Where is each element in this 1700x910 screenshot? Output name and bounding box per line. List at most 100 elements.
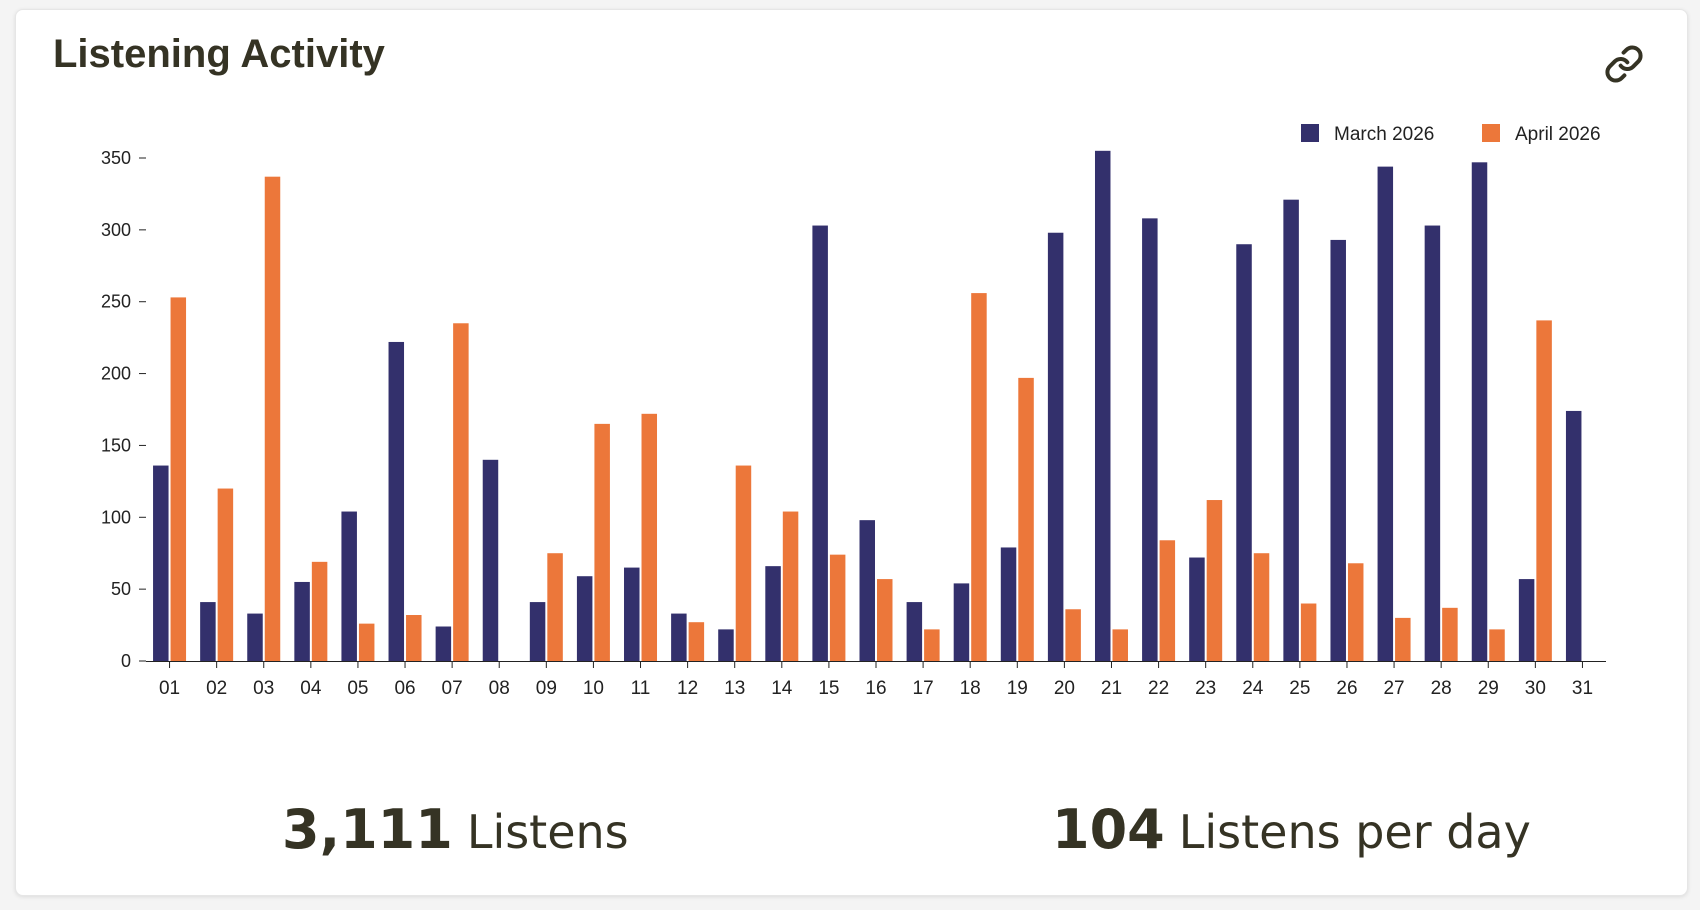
bar-march-day-06 <box>388 341 405 661</box>
bar-april-day-18 <box>971 293 987 661</box>
bar-april-day-27 <box>1395 617 1411 661</box>
bar-april-day-13 <box>735 465 752 661</box>
x-tick-label: 10 <box>583 678 604 699</box>
bar-april-day-24 <box>1253 553 1270 661</box>
bar-april-day-15 <box>829 554 846 661</box>
bar-april-day-22 <box>1159 540 1176 661</box>
listens-per-day-stat: 104 Listens per day <box>1052 798 1531 861</box>
listening-activity-card: Listening Activity 0 5 0 100 150 200 250 30 0 3 50… <box>15 9 1688 896</box>
legend-swatch-march <box>1301 124 1319 142</box>
link-icon <box>1605 45 1643 83</box>
y-tick-label: 100 <box>101 507 131 527</box>
x-tick-label: 23 <box>1195 678 1216 699</box>
bar-march-day-13 <box>718 629 734 661</box>
bar-march-day-30 <box>1518 579 1535 661</box>
bar-march-day-21 <box>1094 150 1111 662</box>
bar-april-day-10 <box>594 423 610 661</box>
bar-april-day-11 <box>641 413 658 661</box>
bar-april-day-29 <box>1489 629 1505 661</box>
x-tick-label: 07 <box>442 678 463 699</box>
x-tick-label: 05 <box>347 678 368 699</box>
bar-march-day-23 <box>1189 557 1205 661</box>
chart-area: 0 50 100 150 200 250 300 350 01 02 03 04 05 06 07 08 09 1… <box>16 10 1689 710</box>
link-button[interactable] <box>1597 37 1651 91</box>
bar-april-day-25 <box>1300 603 1317 661</box>
bar-march-day-17 <box>906 602 923 661</box>
legend-label-march: March 2026 <box>1334 124 1434 145</box>
x-tick-label: 22 <box>1148 678 1169 699</box>
bar-april-day-23 <box>1206 500 1223 661</box>
bar-march-day-10 <box>576 576 593 661</box>
x-tick-label: 19 <box>1007 678 1028 699</box>
bar-chart: 0 50 100 150 200 250 300 350 01 02 03 04 05 06 07 08 09 1… <box>101 124 1606 699</box>
bar-april-day-20 <box>1065 609 1081 661</box>
x-tick-label: 14 <box>771 678 793 699</box>
x-tick-label: 30 <box>1525 678 1546 699</box>
bar-march-day-14 <box>765 566 781 661</box>
bar-march-day-22 <box>1142 218 1158 662</box>
x-tick-label: 01 <box>159 678 180 699</box>
bar-march-day-25 <box>1283 199 1299 662</box>
bar-march-day-12 <box>671 613 687 661</box>
bar-april-day-01 <box>170 297 187 661</box>
x-tick-label: 06 <box>394 678 415 699</box>
x-tick-label: 24 <box>1242 678 1264 699</box>
x-tick-label: 31 <box>1572 678 1593 699</box>
bar-march-day-02 <box>200 602 216 661</box>
x-tick-label: 09 <box>536 678 557 699</box>
x-tick-label: 13 <box>724 678 745 699</box>
bar-april-day-28 <box>1442 607 1458 661</box>
bar-march-day-28 <box>1424 225 1441 661</box>
x-tick-label: 08 <box>489 678 510 699</box>
x-tick-label: 28 <box>1431 678 1452 699</box>
y-tick-label: 200 <box>101 364 131 384</box>
total-listens-stat: 3,111 Listens <box>282 798 629 861</box>
card-title: Listening Activity <box>53 32 385 76</box>
bar-march-day-11 <box>624 567 640 661</box>
x-tick-label: 04 <box>300 678 322 699</box>
legend-label-april: April 2026 <box>1515 124 1601 145</box>
x-tick-label: 18 <box>960 678 981 699</box>
x-tick-label: 21 <box>1101 678 1122 699</box>
x-tick-label: 26 <box>1336 678 1357 699</box>
bar-april-day-03 <box>264 176 281 661</box>
y-tick-label: 0 <box>121 651 131 671</box>
legend-swatch-april <box>1482 124 1500 142</box>
x-tick-label: 02 <box>206 678 227 699</box>
bar-march-day-24 <box>1236 244 1252 661</box>
y-tick-label: 150 <box>101 435 131 455</box>
bar-april-day-17 <box>924 629 940 661</box>
bar-march-day-01 <box>153 465 169 661</box>
bar-march-day-16 <box>859 520 875 661</box>
bar-march-day-07 <box>435 626 452 661</box>
total-listens-value: 3,111 <box>282 798 453 861</box>
bar-april-day-09 <box>547 553 563 661</box>
total-listens-label: Listens <box>466 805 629 859</box>
x-tick-label: 03 <box>253 678 274 699</box>
bar-march-day-05 <box>341 511 357 661</box>
x-tick-label: 15 <box>818 678 839 699</box>
x-tick-label: 17 <box>913 678 934 699</box>
x-tick-label: 25 <box>1289 678 1310 699</box>
bar-march-day-20 <box>1047 232 1064 661</box>
bar-april-day-02 <box>217 488 234 661</box>
x-tick-label: 11 <box>631 678 651 699</box>
x-tick-label: 29 <box>1478 678 1499 699</box>
bar-march-day-09 <box>529 602 546 661</box>
y-tick-label: 250 <box>101 292 131 312</box>
y-tick-label: 350 <box>101 148 131 168</box>
bar-april-day-14 <box>782 511 799 661</box>
bar-april-day-07 <box>453 323 469 661</box>
x-tick-label: 27 <box>1383 678 1404 699</box>
bar-march-day-18 <box>953 583 970 661</box>
bar-april-day-30 <box>1536 320 1552 661</box>
bar-march-day-03 <box>247 613 263 661</box>
x-tick-label: 20 <box>1054 678 1075 699</box>
y-tick-label: 50 <box>111 579 131 599</box>
x-tick-label: 16 <box>865 678 886 699</box>
x-tick-label: 12 <box>677 678 698 699</box>
bar-march-day-04 <box>294 581 310 661</box>
listens-per-day-value: 104 <box>1052 798 1165 861</box>
bar-april-day-21 <box>1112 629 1128 661</box>
bar-april-day-19 <box>1018 377 1034 661</box>
